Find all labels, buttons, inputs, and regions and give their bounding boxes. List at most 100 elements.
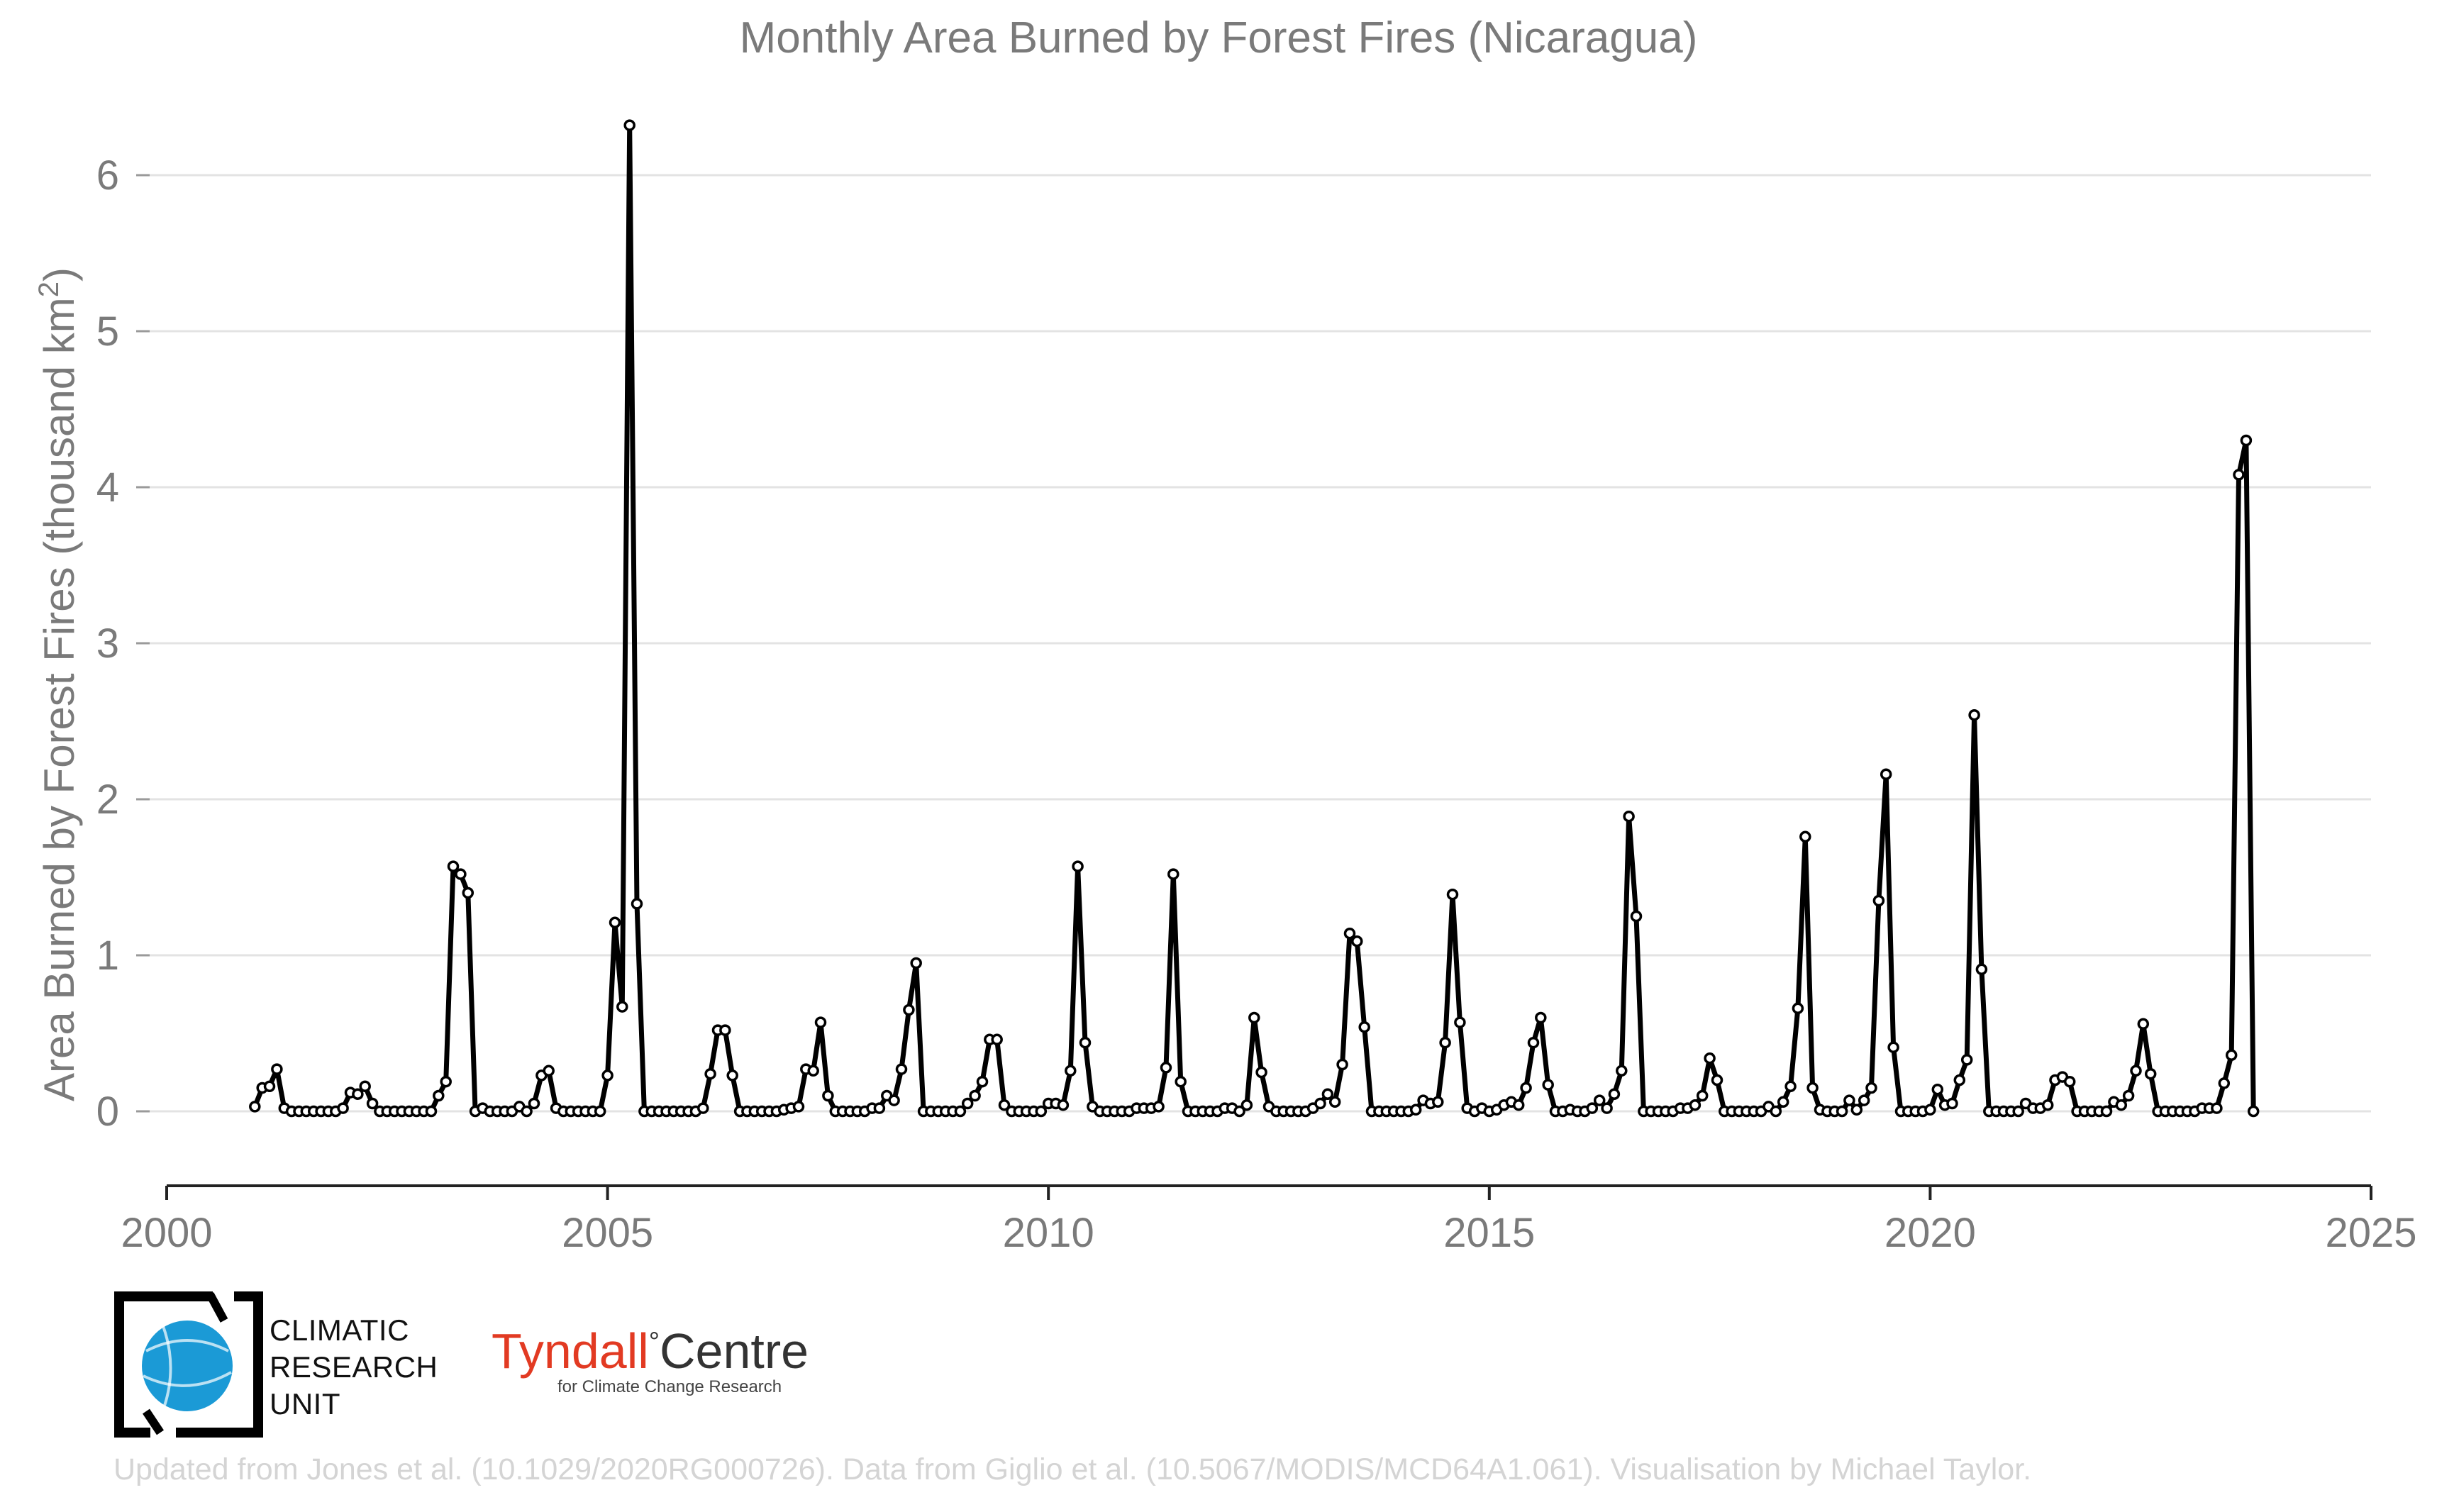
data-point — [1409, 1104, 1422, 1116]
tyndall-logo: Tyndall°Centre — [492, 1323, 809, 1379]
data-point — [2122, 1089, 2135, 1102]
data-point — [1608, 1088, 1621, 1101]
data-point — [1931, 1083, 1944, 1096]
data-point — [895, 1063, 908, 1075]
data-point — [1880, 768, 1892, 781]
data-point — [1233, 1105, 1245, 1118]
data-point — [2218, 1077, 2231, 1089]
data-point — [822, 1089, 834, 1102]
data-point — [2063, 1075, 2076, 1088]
y-tick-labels: 0 1 2 3 4 5 6 — [96, 152, 119, 1135]
data-point — [601, 1069, 614, 1082]
data-point — [623, 119, 635, 131]
data-point — [697, 1102, 709, 1114]
tyndall-subtitle: for Climate Change Research — [557, 1377, 782, 1396]
data-point — [1630, 910, 1643, 923]
data-point — [263, 1080, 276, 1093]
x-tick-label: 2015 — [1443, 1210, 1535, 1256]
data-point — [1079, 1036, 1092, 1049]
y-tick-label: 1 — [96, 933, 119, 979]
data-point — [440, 1075, 452, 1088]
data-point — [1924, 1104, 1936, 1116]
data-point — [1314, 1097, 1326, 1110]
data-point — [455, 868, 467, 880]
data-point — [1616, 1064, 1628, 1077]
data-point — [1806, 1082, 1819, 1094]
data-point — [873, 1102, 886, 1114]
data-point — [1784, 1080, 1797, 1093]
data-point — [249, 1101, 261, 1113]
x-tick-label: 2025 — [2325, 1210, 2416, 1256]
data-point — [1527, 1036, 1540, 1049]
data-point — [961, 1097, 974, 1110]
y-tick-label: 3 — [96, 621, 119, 667]
data-point — [1968, 708, 1980, 721]
y-tick-label: 5 — [96, 308, 119, 355]
data-point — [903, 1004, 915, 1016]
data-point — [1704, 1052, 1716, 1064]
data-point — [969, 1089, 981, 1102]
globe-icon — [142, 1321, 233, 1411]
credit-text: Updated from Jones et al. (10.1029/2020R… — [113, 1452, 2032, 1486]
data-point — [2233, 469, 2245, 481]
data-point — [1601, 1102, 1613, 1114]
data-point — [1328, 1096, 1341, 1108]
data-point — [991, 1033, 1003, 1046]
data-point — [1593, 1094, 1606, 1106]
data-point — [462, 886, 474, 899]
data-point — [1255, 1066, 1267, 1079]
data-point — [2012, 1105, 2024, 1118]
y-axis-label: Area Burned by Forest Fires (thousand km… — [33, 267, 83, 1101]
data-point — [1240, 1099, 1253, 1111]
data-point — [719, 1024, 731, 1036]
y-tick-label: 6 — [96, 152, 119, 199]
data-point — [1850, 1104, 1863, 1116]
y-tick-label: 2 — [96, 777, 119, 823]
data-point — [976, 1075, 989, 1088]
data-point — [1358, 1021, 1370, 1033]
data-point — [425, 1105, 438, 1118]
data-point — [1623, 810, 1635, 823]
data-point — [1065, 1064, 1077, 1077]
data-point — [1960, 1054, 1973, 1066]
data-point — [1535, 1011, 1547, 1024]
data-point — [954, 1105, 967, 1118]
data-point — [1248, 1011, 1260, 1024]
data-point — [594, 1105, 606, 1118]
data-point — [807, 1064, 819, 1077]
data-point — [1520, 1082, 1532, 1094]
data-point — [1887, 1041, 1899, 1054]
x-tick-label: 2005 — [562, 1210, 653, 1256]
data-point — [2225, 1049, 2238, 1062]
data-point — [998, 1099, 1011, 1111]
data-point — [1770, 1105, 1782, 1118]
data-point — [2144, 1067, 2157, 1080]
data-point — [888, 1094, 900, 1106]
data-point — [2211, 1102, 2223, 1114]
x-tick-label: 2010 — [1003, 1210, 1094, 1256]
data-point — [1446, 888, 1459, 901]
data-point — [704, 1067, 716, 1080]
data-point — [1711, 1074, 1723, 1086]
data-point — [631, 898, 643, 910]
chart-title: Monthly Area Burned by Forest Fires (Nic… — [739, 13, 1698, 62]
data-point — [1512, 1099, 1525, 1111]
data-point — [521, 1105, 533, 1118]
data-point — [1454, 1016, 1466, 1028]
data-point — [1843, 1094, 1855, 1106]
data-point — [447, 860, 460, 872]
data-point — [1035, 1105, 1048, 1118]
data-point — [1689, 1099, 1702, 1111]
data-point — [616, 1001, 628, 1013]
data-point — [1343, 927, 1356, 940]
data-point — [1953, 1074, 1966, 1086]
data-point — [1167, 868, 1179, 880]
data-point — [1351, 935, 1363, 947]
data-point — [910, 957, 922, 969]
y-tick-label: 4 — [96, 465, 119, 511]
data-point — [433, 1089, 445, 1102]
data-point — [2240, 434, 2253, 447]
data-point — [1072, 860, 1084, 872]
data-point — [2100, 1105, 2113, 1118]
